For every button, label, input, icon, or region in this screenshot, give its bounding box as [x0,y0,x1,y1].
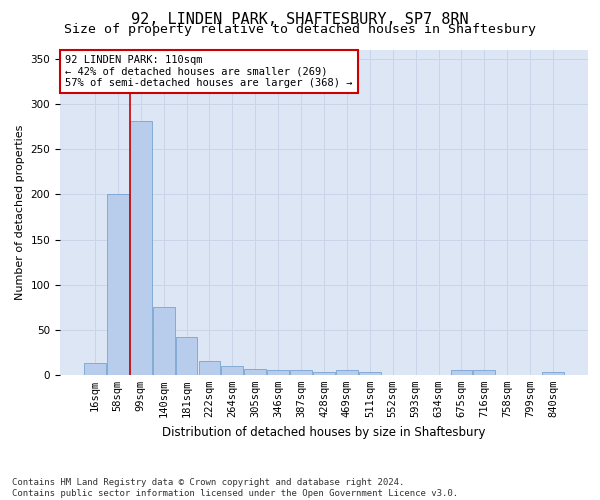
Y-axis label: Number of detached properties: Number of detached properties [15,125,25,300]
Bar [153,308,175,375]
Text: Contains HM Land Registry data © Crown copyright and database right 2024.
Contai: Contains HM Land Registry data © Crown c… [12,478,458,498]
Bar [313,372,335,375]
Bar [244,368,266,375]
Text: Size of property relative to detached houses in Shaftesbury: Size of property relative to detached ho… [64,22,536,36]
Bar [221,366,243,375]
Bar [84,364,106,375]
Text: 92, LINDEN PARK, SHAFTESBURY, SP7 8RN: 92, LINDEN PARK, SHAFTESBURY, SP7 8RN [131,12,469,28]
Bar [542,372,564,375]
Bar [176,337,197,375]
Bar [130,122,152,375]
Bar [290,370,312,375]
Text: 92 LINDEN PARK: 110sqm
← 42% of detached houses are smaller (269)
57% of semi-de: 92 LINDEN PARK: 110sqm ← 42% of detached… [65,55,353,88]
Bar [267,370,289,375]
Bar [359,372,381,375]
Bar [336,370,358,375]
Bar [473,370,495,375]
Bar [199,362,220,375]
Bar [451,370,472,375]
Bar [107,194,128,375]
X-axis label: Distribution of detached houses by size in Shaftesbury: Distribution of detached houses by size … [162,426,486,438]
